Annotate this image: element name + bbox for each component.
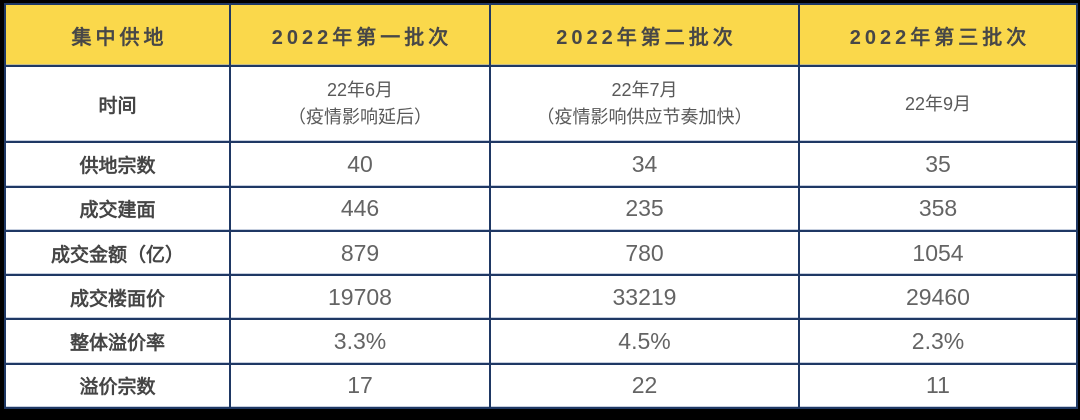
table-frame: 集中供地 2022年第一批次 2022年第二批次 2022年第三批次 时间 22…: [4, 3, 1078, 410]
row-label: 成交楼面价: [4, 274, 231, 321]
row-label: 溢价宗数: [4, 362, 231, 410]
table-row-floor-area: 成交建面 446 235 358: [4, 185, 1078, 232]
table-row-premium-parcels: 溢价宗数 17 22 11: [4, 362, 1078, 410]
table-cell: 19708: [229, 274, 491, 321]
table-cell: 11: [798, 362, 1078, 410]
row-label: 供地宗数: [4, 141, 231, 188]
table-row-floor-price: 成交楼面价 19708 33219 29460: [4, 274, 1078, 321]
table-cell: 29460: [798, 274, 1078, 321]
table-cell: 22年9月: [798, 64, 1078, 144]
header-row: 集中供地 2022年第一批次 2022年第二批次 2022年第三批次: [4, 3, 1078, 67]
table-cell: 35: [798, 141, 1078, 188]
table-row-parcels: 供地宗数 40 34 35: [4, 141, 1078, 188]
table-cell: 22年7月 （疫情影响供应节奏加快）: [489, 64, 800, 144]
corner-header: 集中供地: [4, 3, 231, 67]
table-row-amount: 成交金额（亿） 879 780 1054: [4, 229, 1078, 277]
column-header-batch2: 2022年第二批次: [489, 3, 800, 67]
table-cell: 3.3%: [229, 318, 491, 365]
table-cell: 34: [489, 141, 800, 188]
table-cell: 40: [229, 141, 491, 188]
table-cell: 2.3%: [798, 318, 1078, 365]
row-label: 成交建面: [4, 185, 231, 232]
table-cell: 33219: [489, 274, 800, 321]
row-label: 整体溢价率: [4, 318, 231, 365]
column-header-batch1: 2022年第一批次: [229, 3, 491, 67]
table-cell: 879: [229, 229, 491, 277]
table-cell: 17: [229, 362, 491, 410]
table-cell: 780: [489, 229, 800, 277]
table-cell: 446: [229, 185, 491, 232]
row-label: 时间: [4, 64, 231, 144]
table-cell: 22年6月 （疫情影响延后）: [229, 64, 491, 144]
column-header-batch3: 2022年第三批次: [798, 3, 1078, 67]
table-cell: 22: [489, 362, 800, 410]
table-cell: 235: [489, 185, 800, 232]
table-cell: 1054: [798, 229, 1078, 277]
table-row-premium-rate: 整体溢价率 3.3% 4.5% 2.3%: [4, 318, 1078, 365]
land-supply-table: 集中供地 2022年第一批次 2022年第二批次 2022年第三批次 时间 22…: [4, 3, 1078, 410]
table-cell: 4.5%: [489, 318, 800, 365]
row-label: 成交金额（亿）: [4, 229, 231, 277]
table-row-time: 时间 22年6月 （疫情影响延后） 22年7月 （疫情影响供应节奏加快） 22年…: [4, 64, 1078, 144]
table-cell: 358: [798, 185, 1078, 232]
